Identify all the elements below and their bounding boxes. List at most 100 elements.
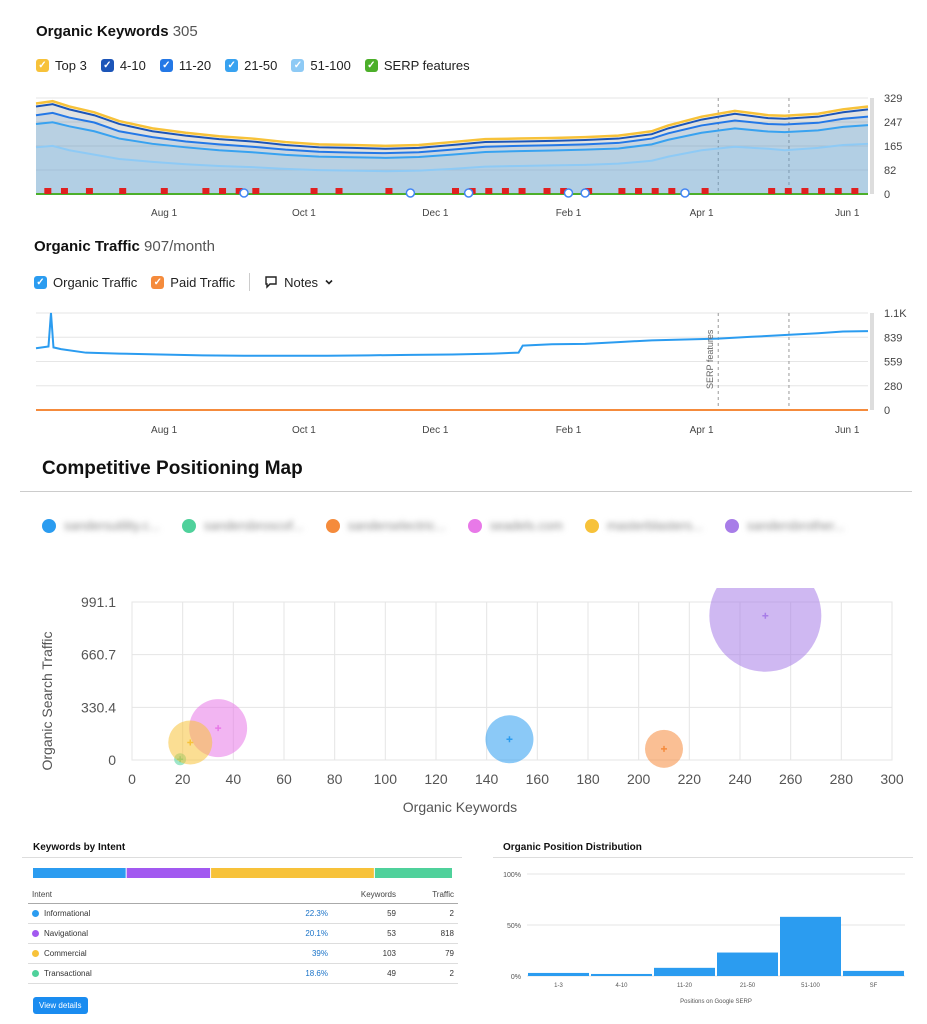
flag-icon[interactable] [310,188,318,194]
legend-top-3[interactable]: ✓ Top 3 [36,58,87,73]
flag-icon[interactable] [635,188,643,194]
checkbox-checked-icon[interactable]: ✓ [36,59,49,72]
legend-serp-features[interactable]: ✓ SERP features [364,58,470,73]
bar-11-20[interactable] [654,967,715,976]
flag-icon[interactable] [801,188,809,194]
intent-segment-navigational[interactable] [126,868,211,878]
x-tick-label: 200 [627,771,651,787]
legend-11-20[interactable]: ✓ 11-20 [159,58,211,73]
flag-icon[interactable] [651,188,659,194]
flag-icon[interactable] [60,188,68,194]
flag-icon[interactable] [485,188,493,194]
legend-label: 21-50 [244,58,278,73]
organic-keywords-label: Organic Keywords [36,23,169,40]
notes-label: Notes [284,274,319,290]
intent-dot [32,930,39,938]
intent-keywords: 49 [332,963,400,984]
legend-51-100[interactable]: ✓ 51-100 [291,58,351,73]
flag-icon[interactable] [219,188,227,194]
scroll-handle[interactable] [870,313,874,410]
intent-pct[interactable]: 20.1% [264,923,332,944]
legend-4-10[interactable]: ✓ 4-10 [100,58,146,73]
x-tick-label: 260 [779,771,803,787]
legend-item[interactable]: sandersutility.c... [42,518,160,533]
intent-dot [32,970,39,978]
notes-dropdown[interactable]: Notes [264,275,334,290]
bar-51-100[interactable] [780,916,841,976]
table-row[interactable]: Commercial 39% 103 79 [28,943,458,964]
google-icon[interactable] [463,188,474,198]
checkbox-checked-icon[interactable]: ✓ [151,275,165,289]
checkbox-checked-icon[interactable]: ✓ [159,59,173,72]
flag-icon[interactable] [818,188,826,194]
checkbox-checked-icon[interactable]: ✓ [364,59,378,72]
bar-1-3[interactable] [528,972,589,976]
col-intent: Intent [28,886,264,904]
legend-item[interactable]: masterblasters... [584,518,703,533]
table-row[interactable]: Navigational 20.1% 53 818 [28,923,458,944]
flag-icon[interactable] [768,188,776,194]
flag-icon[interactable] [44,188,52,194]
intent-dot [32,910,39,918]
scroll-handle[interactable] [870,98,874,194]
legend-item[interactable]: sandersbroscof... [181,518,304,533]
intent-label: Transactional [44,969,92,978]
flag-icon[interactable] [618,188,626,194]
flag-icon[interactable] [252,188,260,194]
google-icon[interactable] [405,188,416,198]
intent-pct[interactable]: 39% [264,943,332,964]
bubble-center-marker [661,745,667,752]
legend-21-50[interactable]: ✓ 21-50 [225,58,277,73]
x-tick-label: 0 [128,771,136,787]
checkbox-checked-icon[interactable]: ✓ [100,59,114,72]
flag-icon[interactable] [385,188,393,194]
flag-icon[interactable] [119,188,127,194]
bar-sf[interactable] [843,970,904,976]
intent-pct[interactable]: 18.6% [264,963,332,984]
flag-icon[interactable] [668,188,676,194]
y-tick-label: 559 [884,357,902,369]
section-divider [20,491,912,492]
flag-icon[interactable] [701,188,709,194]
legend-paid-traffic[interactable]: ✓ Paid Traffic [151,275,235,290]
bar-21-50[interactable] [717,952,778,976]
intent-table: Intent Keywords Traffic Informational 22… [28,886,458,984]
google-icon[interactable] [680,188,690,198]
flag-icon[interactable] [85,188,93,194]
flag-icon[interactable] [160,188,168,194]
competitive-map-legend: sandersutility.c... sandersbroscof... sand… [42,518,882,533]
table-row[interactable]: Informational 22.3% 59 2 [28,903,458,924]
flag-icon[interactable] [851,188,859,194]
competitive-map-chart: 0 20 40 60 80 100 120 140 160 180 200 220 240 260 280 3… [39,588,904,815]
flag-icon[interactable] [834,188,842,194]
bar-4-10[interactable] [591,973,652,976]
flag-icon[interactable] [501,188,509,194]
intent-label: Informational [44,909,91,918]
comment-icon [265,276,277,289]
intent-pct[interactable]: 22.3% [264,903,332,924]
google-icon[interactable] [239,188,249,198]
legend-item[interactable]: sandersbrother... [724,518,844,533]
flag-icon[interactable] [202,188,210,194]
checkbox-checked-icon[interactable]: ✓ [225,59,239,72]
legend-item[interactable]: sanderselectric... [325,518,446,533]
checkbox-checked-icon[interactable]: ✓ [291,59,305,72]
y-tick-label: 100% [503,872,521,879]
flag-icon[interactable] [518,188,526,194]
flag-icon[interactable] [452,188,459,194]
bubble-sandersbrother[interactable] [709,588,822,672]
legend-organic-traffic[interactable]: ✓ Organic Traffic [34,275,137,290]
view-details-button[interactable]: View details [33,997,88,1014]
legend-item[interactable]: seadels.com [467,518,563,533]
table-row[interactable]: Transactional 18.6% 49 2 [28,963,458,984]
google-icon[interactable] [563,188,574,198]
flag-icon[interactable] [335,188,343,194]
google-icon[interactable] [580,188,590,198]
intent-segment-commercial[interactable] [211,868,374,878]
intent-segment-informational[interactable] [33,868,126,878]
flag-icon[interactable] [784,188,792,194]
checkbox-checked-icon[interactable]: ✓ [34,275,47,289]
legend-dot [467,518,482,533]
intent-segment-transactional[interactable] [374,868,452,878]
flag-icon[interactable] [543,188,551,194]
